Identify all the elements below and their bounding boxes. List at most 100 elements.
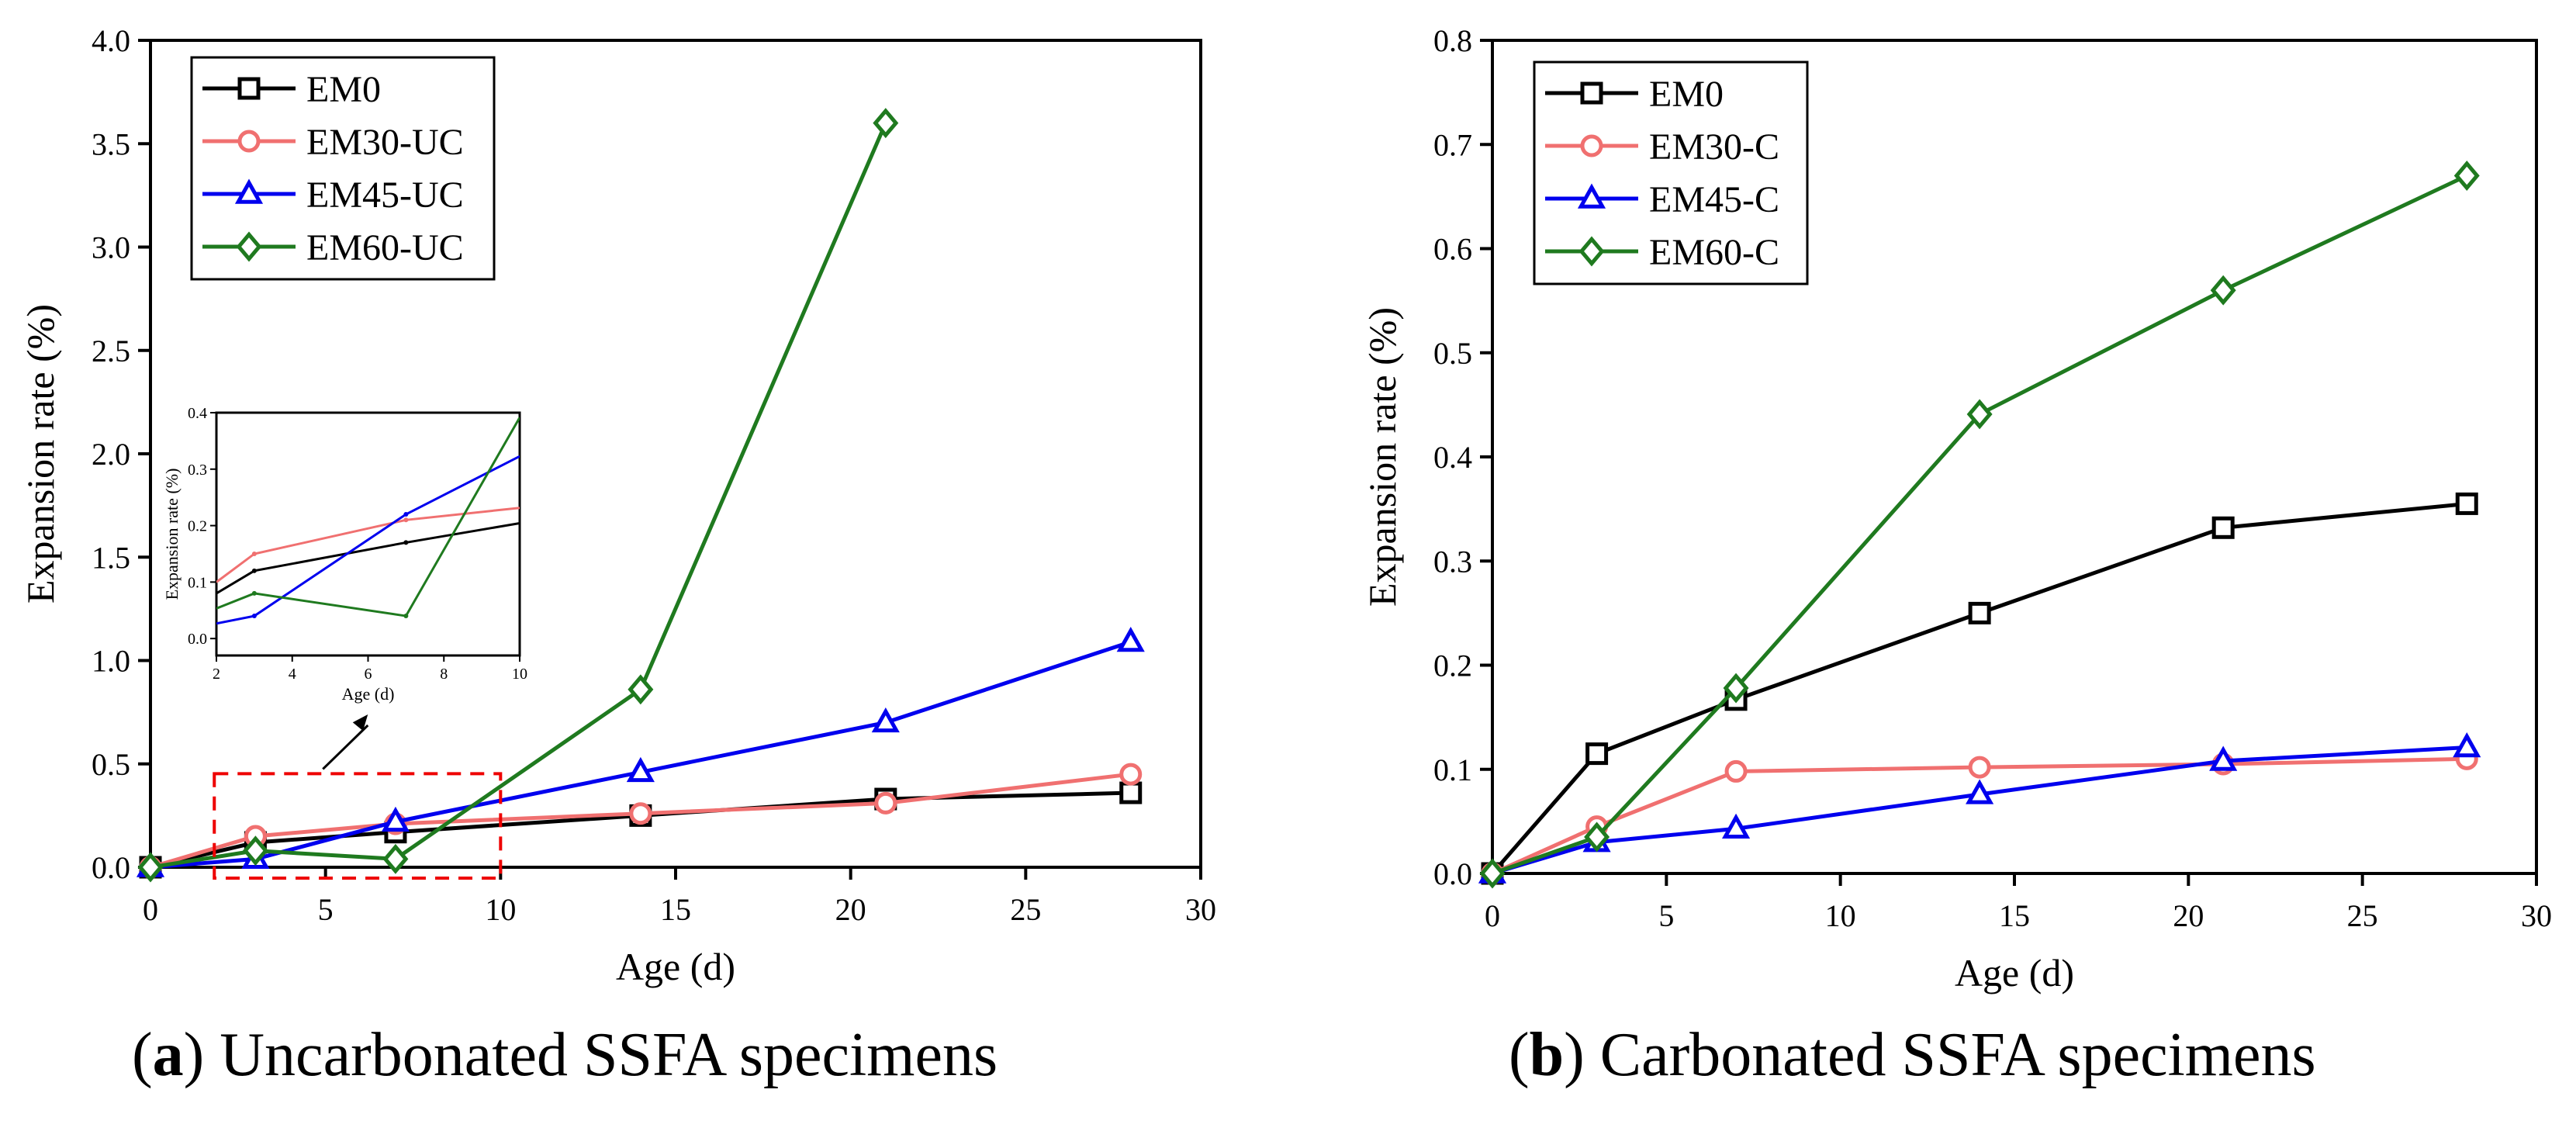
panel-b-legend-label-em0: EM0 [1649, 74, 1724, 115]
caption-a: (a) Uncarbonated SSFA specimens [132, 1021, 998, 1089]
caption-b: (b) Carbonated SSFA specimens [1509, 1021, 2316, 1089]
panel-b-point-em45-c [2209, 745, 2238, 771]
panel-a-xtick-label: 15 [660, 892, 691, 927]
panel-b-legend-marker-em0 [1580, 81, 1603, 105]
panel-a-legend-label-em0: EM0 [306, 69, 381, 110]
inset-point-em0 [403, 540, 409, 545]
caption-b-letter: b [1529, 1021, 1565, 1089]
panel-a-point-em45-uc [1116, 627, 1145, 652]
panel-b-point-em0 [1585, 742, 1609, 766]
inset-series-line-em0 [216, 521, 520, 595]
panel-b-legend-label-em45-c: EM45-C [1649, 179, 1779, 220]
inset-point-em0 [251, 568, 257, 573]
inset-xtick-label: 2 [213, 666, 220, 683]
panel-a-ytick-label: 3.5 [92, 126, 130, 161]
panel-a-xtick-label: 25 [1010, 892, 1041, 927]
panel-a-ytick-label: 2.0 [92, 437, 130, 472]
panel-b-series-line-em45-c [1492, 745, 2467, 876]
panel-a-point-em45-uc [871, 707, 900, 733]
inset-series-line-em30-uc [216, 507, 520, 583]
panel-b-point-em0 [1968, 601, 1991, 624]
panel-a-xtick-label: 20 [835, 892, 866, 927]
inset-point-em45-uc [251, 614, 257, 619]
inset-xtick-label: 4 [289, 666, 296, 683]
panel-b-xtick-label: 0 [1485, 898, 1500, 933]
panel-a-ytick-label: 0.5 [92, 747, 130, 782]
panel-b-legend-label-em30-c: EM30-C [1649, 126, 1779, 168]
panel-a-ytick-label: 4.0 [92, 23, 130, 58]
panel-b-series-line-em30-c [1491, 756, 2467, 876]
panel-b-chart: 0 5 10 15 20 25 30 0.0 0.1 0.2 0.3 0.4 0.5 0.6 0.7 0.8 A… [1361, 23, 2552, 994]
inset-y-axis-label: Expansion rate (%) [162, 469, 182, 600]
panel-b-xtick-label: 30 [2521, 898, 2552, 933]
panel-b-series-line-em60-c [1492, 174, 2468, 876]
inset-point-em60-uc [251, 590, 257, 596]
inset-ytick-label: 0.0 [188, 631, 207, 648]
inset-point-em30-uc [403, 517, 409, 523]
panel-b-legend-box [1533, 61, 1809, 285]
panel-b-ytick-label: 0.5 [1433, 336, 1472, 371]
panel-b-point-em45-c [1966, 779, 1994, 804]
panel-a-x-axis-label: Age (d) [616, 945, 735, 988]
caption-a-text: Uncarbonated SSFA specimens [204, 1021, 998, 1089]
panel-a-point-em45-uc [381, 806, 410, 832]
panel-b-ytick-label: 0.3 [1433, 544, 1472, 579]
inset-xtick-label: 10 [512, 666, 527, 683]
panel-b-point-em60-c [2453, 161, 2480, 191]
panel-b-point-em60-c [1723, 673, 1749, 704]
panel-a-chart: 0 5 10 15 20 25 30 0.0 0.5 1.0 1.5 2.0 2.5 3.0 3.5 4.0 A… [19, 23, 1216, 988]
inset-ytick-label: 0.2 [188, 518, 207, 535]
inset-arrow-line [322, 724, 369, 770]
panel-a-legend-marker-em60-uc [236, 231, 262, 262]
panel-a-point-em60-uc [873, 108, 899, 139]
panel-a-point-em30-uc [874, 791, 897, 815]
inset-x-axis-label: Age (d) [342, 684, 395, 704]
panel-a-xtick-label: 0 [143, 892, 158, 927]
panel-a-point-em30-uc [1119, 763, 1143, 786]
panel-b-ytick-label: 0.8 [1433, 23, 1472, 58]
panel-b-point-em45-c [1721, 813, 1751, 839]
panel-a-series-line-em30-uc [150, 772, 1132, 870]
panel-a-point-em0 [1119, 781, 1143, 804]
panel-a-point-em60-uc [628, 674, 654, 705]
panel-b-ytick-label: 0.6 [1433, 232, 1472, 267]
caption-b-text: Carbonated SSFA specimens [1584, 1021, 2316, 1089]
panel-a-legend-marker-em0 [237, 77, 261, 100]
panel-b-ytick-label: 0.2 [1433, 649, 1472, 683]
panel-b-xtick-label: 20 [2173, 898, 2204, 933]
panel-b-xtick-label: 10 [1825, 898, 1856, 933]
inset-series-group [216, 417, 520, 625]
panel-a-ytick-label: 2.5 [92, 334, 130, 368]
panel-b-ytick-label: 0.1 [1433, 752, 1472, 787]
panel-b-point-em0 [2211, 516, 2235, 539]
panel-a-ytick-label: 1.5 [92, 540, 130, 575]
panel-b-legend-marker-em60-c [1578, 236, 1605, 267]
panel-b-series-line-em0 [1491, 501, 2467, 875]
panel-b-ytick-label: 0.4 [1433, 440, 1472, 475]
panel-b-point-em60-c [2210, 275, 2236, 306]
panel-a-series-line-em45-uc [150, 640, 1132, 870]
panel-a-point-em60-uc [382, 843, 409, 874]
inset-point-em45-uc [403, 512, 409, 517]
panel-a-xtick-label: 5 [318, 892, 334, 927]
panel-b-legend-label-em60-c: EM60-C [1649, 232, 1779, 273]
panel-a-point-em60-uc [242, 835, 268, 866]
panel-b-x-axis-label: Age (d) [1955, 951, 2074, 994]
panel-b-legend-marker-em45-c [1577, 183, 1606, 209]
inset-frame [215, 411, 521, 657]
panel-b-xtick-label: 25 [2347, 898, 2378, 933]
panel-b-legend-marker-em30-c [1580, 134, 1603, 157]
inset-arrow-head [352, 714, 368, 732]
panel-a-legend-label-em45-uc: EM45-UC [306, 175, 464, 216]
inset-point-em30-uc [251, 551, 257, 556]
panel-a-legend-marker-em30-uc [237, 130, 261, 153]
inset-ytick-label: 0.4 [188, 405, 207, 422]
panel-a-y-axis-label: Expansion rate (%) [19, 304, 62, 604]
panel-a-xtick-label: 30 [1185, 892, 1216, 927]
panel-b-ytick-label: 0.0 [1433, 856, 1472, 891]
panel-a-ytick-label: 0.0 [92, 850, 130, 885]
inset-zoom-region [213, 772, 503, 880]
panel-b-point-em60-c [1966, 399, 1993, 430]
panel-b-point-em0 [2455, 492, 2478, 515]
panel-b-point-em30-c [1724, 759, 1748, 783]
